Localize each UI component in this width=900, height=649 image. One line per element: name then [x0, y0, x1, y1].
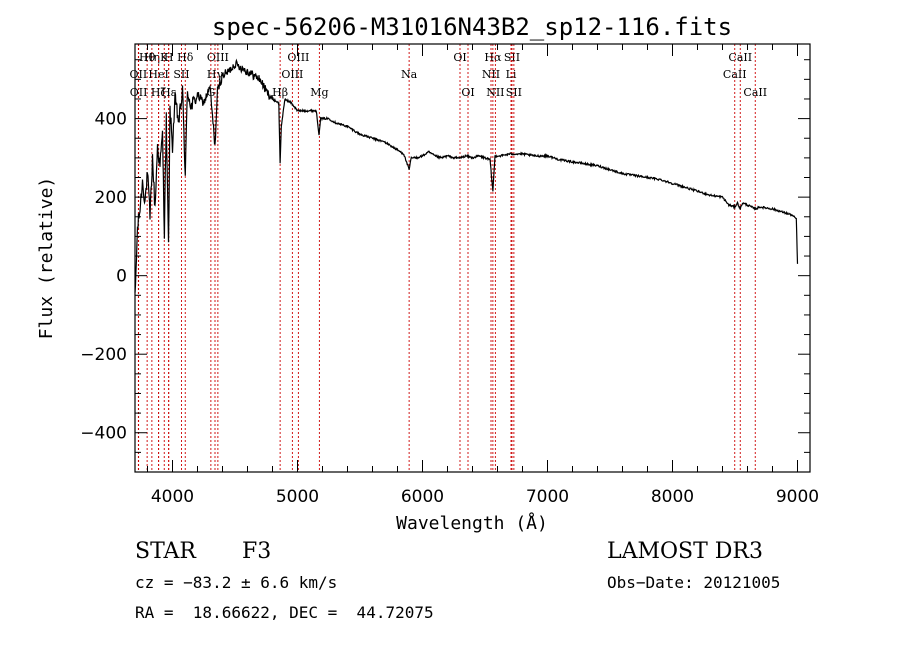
line-label: SII [504, 51, 520, 64]
line-label: HeI [148, 68, 168, 81]
axes-layer: 4000 5000 6000 7000 8000 9000 −400 −200 0 200 400 [80, 44, 819, 507]
y-tick-label: 400 [95, 110, 127, 130]
y-axis-label: Flux (relative) [36, 177, 57, 340]
line-label: OIII [281, 68, 303, 81]
line-label: OIII [207, 51, 229, 64]
line-label: OII [130, 86, 148, 99]
redshift-text: cz = −83.2 ± 6.6 km/s [135, 573, 338, 592]
line-label: Na [401, 68, 418, 81]
line-label: Li [506, 68, 517, 81]
line-label: Hζ [151, 86, 167, 99]
line-label: K [160, 51, 169, 64]
y-tick-label: 200 [95, 188, 127, 208]
line-label: Hη [144, 51, 160, 64]
line-label: OIII [287, 51, 309, 64]
line-label: NII [482, 68, 500, 81]
line-label: Hα [484, 51, 502, 64]
x-tick-label: 9000 [776, 487, 819, 507]
chart-title: spec-56206-M31016N43B2_sp12-116.fits [212, 13, 732, 41]
y-tick-label: −400 [80, 424, 127, 444]
line-label: SII [506, 86, 522, 99]
line-label: Hδ [177, 51, 194, 64]
object-class: STAR [135, 539, 196, 564]
x-tick-label: 8000 [651, 487, 694, 507]
line-label: NII [486, 86, 504, 99]
y-tick-label: 0 [116, 267, 127, 287]
coordinates: RA = 18.66622, DEC = 44.72075 [135, 603, 434, 622]
line-label: OI [453, 51, 466, 64]
line-label: OI [461, 86, 474, 99]
x-axis-label: Wavelength (Å) [396, 512, 548, 534]
subclass: F3 [242, 539, 272, 564]
line-label: Mg [310, 86, 328, 99]
obs-date: Obs−Date: 20121005 [607, 573, 781, 592]
line-label: Hγ [207, 68, 224, 81]
survey-name: LAMOST DR3 [607, 539, 763, 564]
spectrum-line [134, 58, 799, 293]
plot-frame [134, 43, 811, 473]
line-label: Hβ [272, 86, 288, 99]
line-label: SII [173, 68, 189, 81]
x-tick-label: 5000 [276, 487, 319, 507]
x-tick-label: 4000 [151, 487, 194, 507]
x-tick-label: 7000 [526, 487, 569, 507]
y-tick-label: −200 [80, 345, 127, 365]
line-label: Hε [161, 86, 177, 99]
line-label: CaII [743, 86, 767, 99]
line-label: OII [130, 68, 148, 81]
x-tick-label: 6000 [401, 487, 444, 507]
line-label: CaII [728, 51, 752, 64]
line-label: CaII [723, 68, 747, 81]
